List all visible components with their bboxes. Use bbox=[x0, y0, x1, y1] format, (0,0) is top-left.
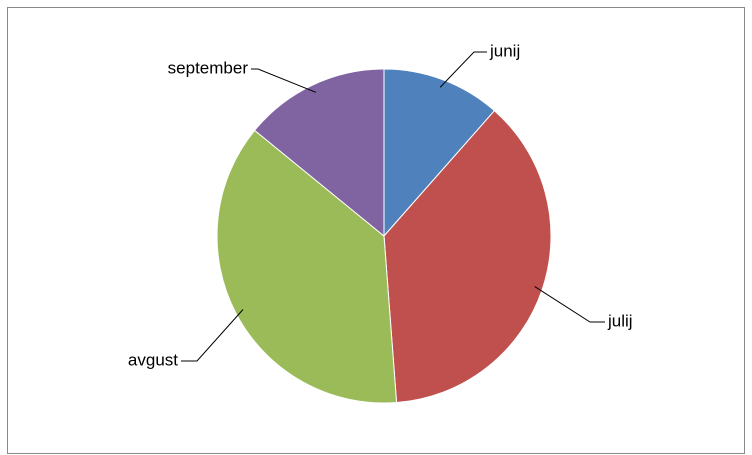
leader-line bbox=[534, 286, 605, 323]
pie-slice bbox=[216, 129, 398, 404]
pie-slice bbox=[253, 68, 385, 238]
leader-line bbox=[251, 68, 317, 93]
pie-slice bbox=[383, 110, 552, 404]
leader-line bbox=[439, 51, 487, 88]
slice-label: september bbox=[168, 58, 249, 77]
slice-label: julij bbox=[607, 311, 633, 330]
pie-slice bbox=[383, 68, 496, 238]
leader-line bbox=[181, 309, 244, 362]
slice-label: junij bbox=[489, 41, 520, 60]
slice-label: avgust bbox=[128, 350, 178, 369]
